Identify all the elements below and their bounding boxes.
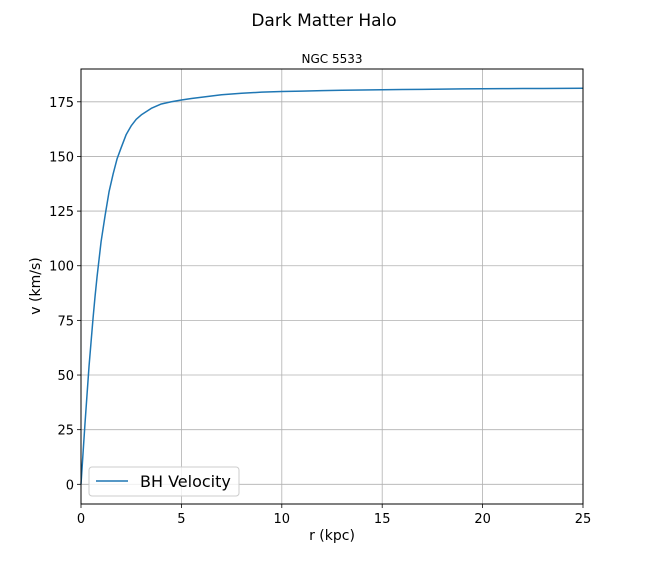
axis-ticks: 0 5 10 15 20 25 0 25 50 75 100 125 150 175 [49,96,591,527]
plot-frame [80,68,584,505]
chart-title: NGC 5533 [301,52,362,66]
y-tick-label: 125 [49,205,74,220]
y-tick-label: 75 [57,314,74,329]
x-axis-label: r (kpc) [309,528,355,544]
y-tick-label: 100 [49,260,74,275]
y-tick-label: 0 [66,478,74,493]
y-tick-label: 150 [49,150,74,165]
y-tick-label: 50 [57,369,74,384]
x-tick-label: 0 [77,512,85,527]
x-tick-label: 5 [177,512,185,527]
x-tick-label: 10 [274,512,291,527]
legend: BH Velocity [88,466,240,497]
series-layer [80,87,584,485]
y-axis-label: v (km/s) [28,257,44,314]
legend-box [88,466,240,497]
figure-title: Dark Matter Halo [251,11,396,31]
y-tick-label: 175 [49,96,74,111]
series-line-bh-velocity [80,87,584,485]
grid-lines [80,69,584,504]
x-tick-label: 15 [374,512,391,527]
x-tick-label: 20 [474,512,491,527]
legend-label-bh-velocity: BH Velocity [140,472,231,491]
y-tick-label: 25 [57,424,74,439]
x-tick-label: 25 [575,512,592,527]
